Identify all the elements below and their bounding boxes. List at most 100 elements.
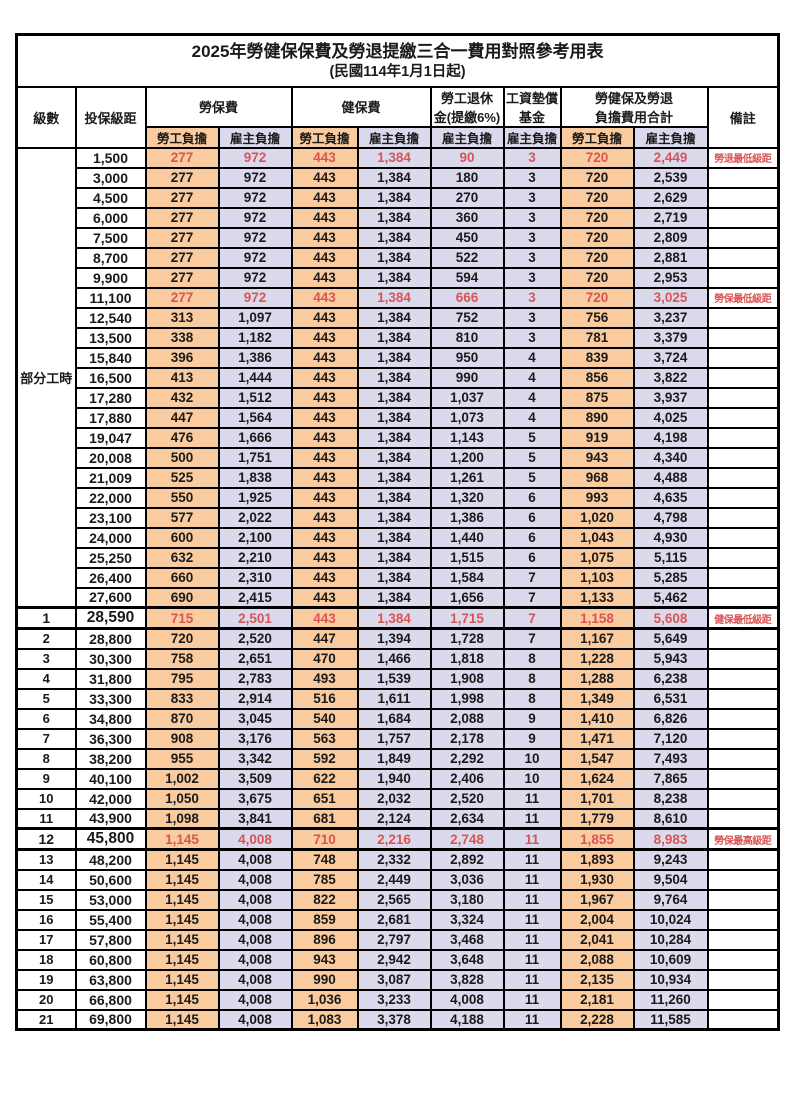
wage-fund-cell: 11 (502, 948, 562, 971)
table-row: 21,009 525 1,838 443 1,384 1,261 5 968 4,488 (17, 466, 780, 489)
health-employee-cell: 443 (290, 586, 359, 609)
bracket-cell: 66,800 (74, 988, 147, 1011)
total-employer-cell: 4,798 (632, 506, 709, 529)
pension-cell: 1,386 (429, 506, 505, 529)
remark-cell (706, 506, 780, 529)
wage-fund-cell: 10 (502, 767, 562, 790)
table-row: 16 55,400 1,145 4,008 859 2,681 3,324 11 2,004 10… (15, 908, 780, 931)
remark-cell (706, 406, 780, 429)
total-employer-cell: 4,488 (632, 466, 709, 489)
labor-employer-cell: 2,520 (217, 627, 293, 650)
remark-cell (706, 586, 780, 609)
page-title: 2025年勞健保保費及勞退提繳三合一費用對照參考用表 (191, 41, 604, 61)
labor-employee-cell: 1,002 (144, 767, 220, 790)
table-row: 8,700 277 972 443 1,384 522 3 720 2,881 (17, 246, 780, 269)
remark-cell (706, 186, 780, 209)
health-employee-cell: 443 (290, 566, 359, 589)
part-time-label: 部分工時 (15, 146, 77, 609)
labor-employee-cell: 720 (144, 627, 220, 650)
total-employer-cell: 3,379 (632, 326, 709, 349)
labor-employer-cell: 4,008 (217, 827, 293, 851)
pension-cell: 2,292 (429, 747, 505, 770)
total-employee-cell: 756 (559, 306, 635, 329)
table-row: 18 60,800 1,145 4,008 943 2,942 3,648 11 2,088 10… (15, 948, 780, 971)
health-employer-cell: 2,942 (356, 948, 432, 971)
header-row-group2: 金(提繳6%) 基金 負擔費用合計 (17, 106, 779, 128)
remark-cell: 勞保最低級距 (706, 286, 780, 309)
health-employee-cell: 943 (290, 948, 359, 971)
total-employee-cell: 2,004 (559, 908, 635, 931)
labor-employer-cell: 2,310 (217, 566, 293, 589)
labor-employee-cell: 525 (144, 466, 220, 489)
total-employee-cell: 856 (559, 366, 635, 389)
labor-employer-cell: 2,651 (217, 647, 293, 670)
total-employee-cell: 1,701 (559, 787, 635, 810)
labor-employee-cell: 758 (144, 647, 220, 670)
health-employer-cell: 1,384 (356, 226, 432, 249)
pension-cell: 752 (429, 306, 505, 329)
labor-employee-cell: 660 (144, 566, 220, 589)
total-employer-cell: 6,826 (632, 707, 709, 730)
labor-employee-cell: 1,145 (144, 827, 220, 851)
level-cell: 14 (15, 868, 77, 891)
bracket-cell: 30,300 (74, 647, 147, 670)
wage-fund-cell: 6 (502, 546, 562, 569)
total-employer-cell: 4,635 (632, 486, 709, 509)
table-row: 11,100 277 972 443 1,384 666 3 720 3,025 勞保最低級距 (17, 286, 780, 309)
health-employee-cell: 748 (290, 848, 359, 871)
table-row: 4,500 277 972 443 1,384 270 3 720 2,629 (17, 186, 780, 209)
total-employer-cell: 10,934 (632, 968, 709, 991)
health-employer-cell: 1,384 (356, 166, 432, 189)
labor-employer-cell: 2,415 (217, 586, 293, 609)
health-employer-cell: 1,757 (356, 727, 432, 750)
remark-cell: 勞退最低級距 (706, 146, 780, 169)
table-row: 10 42,000 1,050 3,675 651 2,032 2,520 11 1,701 8,… (15, 787, 780, 810)
health-employee-cell: 443 (290, 546, 359, 569)
labor-employee-cell: 1,145 (144, 988, 220, 1011)
table-row: 8 38,200 955 3,342 592 1,849 2,292 10 1,547 7,493 (15, 747, 780, 770)
remark-cell (706, 968, 780, 991)
health-employee-cell: 592 (290, 747, 359, 770)
table-row: 4 31,800 795 2,783 493 1,539 1,908 8 1,288 6,238 (15, 667, 780, 690)
labor-employer-cell: 1,666 (217, 426, 293, 449)
level-cell: 4 (15, 667, 77, 690)
total-employer-cell: 2,449 (632, 146, 709, 169)
total-employee-cell: 839 (559, 346, 635, 369)
pension-cell: 1,073 (429, 406, 505, 429)
bracket-cell: 60,800 (74, 948, 147, 971)
labor-employee-cell: 795 (144, 667, 220, 690)
health-employer-cell: 2,565 (356, 888, 432, 911)
bracket-cell: 43,900 (74, 807, 147, 830)
pension-cell: 2,178 (429, 727, 505, 750)
pension-cell: 2,892 (429, 848, 505, 871)
labor-employee-cell: 277 (144, 266, 220, 289)
bracket-cell: 53,000 (74, 888, 147, 911)
health-employer-cell: 1,384 (356, 486, 432, 509)
labor-employee-cell: 1,145 (144, 888, 220, 911)
wage-fund-cell: 3 (502, 326, 562, 349)
labor-employer-cell: 3,342 (217, 747, 293, 770)
labor-employer-cell: 2,210 (217, 546, 293, 569)
labor-employee-cell: 690 (144, 586, 220, 609)
pension-cell: 3,648 (429, 948, 505, 971)
pension-cell: 2,748 (429, 827, 505, 851)
level-cell: 18 (15, 948, 77, 971)
health-employee-cell: 443 (290, 446, 359, 469)
labor-employer-cell: 972 (217, 146, 293, 169)
table-row: 6 34,800 870 3,045 540 1,684 2,088 9 1,410 6,826 (15, 707, 780, 730)
wage-fund-cell: 11 (502, 888, 562, 911)
wage-fund-cell: 4 (502, 366, 562, 389)
pension-cell: 3,468 (429, 928, 505, 951)
wage-fund-cell: 11 (502, 988, 562, 1011)
remark-cell (706, 1008, 780, 1031)
header-row-group: 級數 投保級距 勞保費 健保費 勞工退休 工資墊償 勞健保及勞退 備註 (15, 85, 780, 149)
health-employee-cell: 896 (290, 928, 359, 951)
pension-cell: 1,143 (429, 426, 505, 449)
subheader-total-employee: 勞工負擔 (559, 125, 635, 149)
labor-employer-cell: 2,501 (217, 606, 293, 630)
reference-sheet: 2025年勞健保保費及勞退提繳三合一費用對照參考用表 (民國114年1月1日起)… (15, 33, 781, 1031)
remark-cell (706, 446, 780, 469)
health-employee-cell: 443 (290, 506, 359, 529)
labor-employer-cell: 4,008 (217, 908, 293, 931)
total-employer-cell: 10,284 (632, 928, 709, 951)
